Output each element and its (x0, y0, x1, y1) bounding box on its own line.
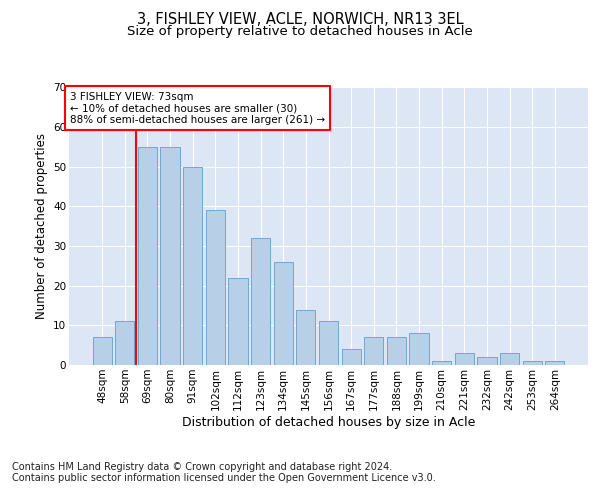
Bar (455, 353, 474, 365)
Bar (409, 334, 428, 365)
Text: 3, FISHLEY VIEW, ACLE, NORWICH, NR13 3EL: 3, FISHLEY VIEW, ACLE, NORWICH, NR13 3EL (137, 12, 463, 26)
Y-axis label: Number of detached properties: Number of detached properties (35, 133, 47, 320)
Bar (183, 167, 202, 365)
Bar (92, 337, 112, 365)
Text: 3 FISHLEY VIEW: 73sqm
← 10% of detached houses are smaller (30)
88% of semi-deta: 3 FISHLEY VIEW: 73sqm ← 10% of detached … (70, 92, 325, 125)
Bar (206, 210, 225, 365)
Bar (274, 262, 293, 365)
Bar (432, 361, 451, 365)
Text: Size of property relative to detached houses in Acle: Size of property relative to detached ho… (127, 24, 473, 38)
Bar (160, 147, 180, 365)
Bar (545, 361, 565, 365)
Bar (296, 310, 316, 365)
Bar (477, 357, 497, 365)
Bar (387, 337, 406, 365)
Bar (341, 349, 361, 365)
Bar (138, 147, 157, 365)
Bar (364, 337, 383, 365)
Bar (319, 322, 338, 365)
Text: Contains HM Land Registry data © Crown copyright and database right 2024.
Contai: Contains HM Land Registry data © Crown c… (12, 462, 436, 483)
Bar (229, 278, 248, 365)
Bar (251, 238, 270, 365)
Text: Distribution of detached houses by size in Acle: Distribution of detached houses by size … (182, 416, 475, 429)
Bar (500, 353, 519, 365)
Bar (523, 361, 542, 365)
Bar (115, 322, 134, 365)
